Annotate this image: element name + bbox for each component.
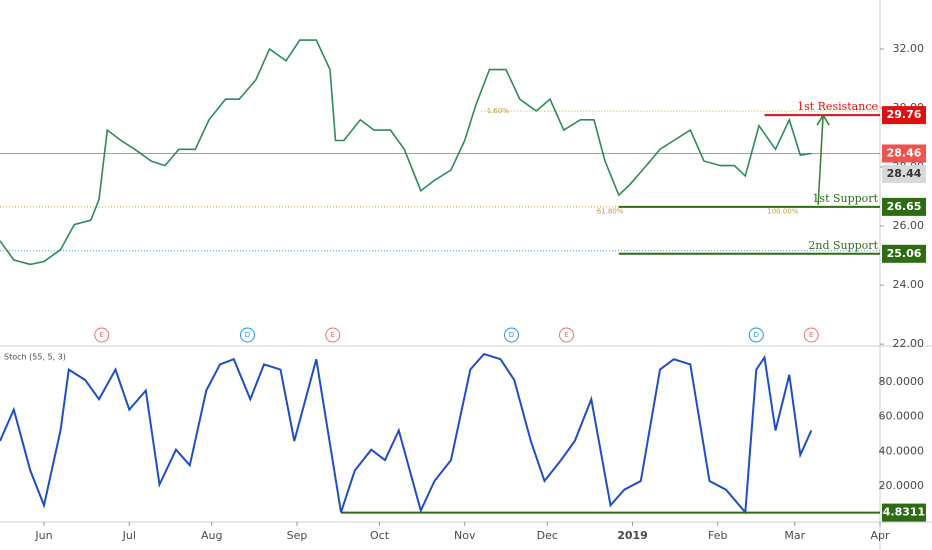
x-tick-label: Jun bbox=[34, 529, 52, 542]
fib-label: 1.60% bbox=[487, 107, 510, 115]
level-label: 2nd Support bbox=[808, 239, 878, 252]
event-label: E bbox=[564, 331, 568, 339]
event-marker bbox=[94, 327, 110, 343]
indicator-title: Stoch (55, 5, 3) bbox=[4, 353, 66, 362]
y-tick-label: 60.0000 bbox=[879, 410, 925, 423]
x-tick-label: Sep bbox=[287, 529, 308, 542]
level-label: 1st Support bbox=[812, 192, 878, 205]
series-line bbox=[0, 352, 813, 515]
level-value: 29.76 bbox=[887, 108, 922, 121]
event-marker bbox=[240, 327, 255, 343]
arrow-head bbox=[816, 113, 830, 126]
x-tick-label: Aug bbox=[201, 529, 222, 542]
x-tick-label: Apr bbox=[870, 529, 890, 542]
level-box bbox=[882, 197, 926, 216]
price-label: 28.46 bbox=[887, 146, 922, 159]
series-line bbox=[0, 39, 812, 266]
y-tick-label: 24.00 bbox=[893, 278, 925, 291]
price-label: 28.44 bbox=[887, 167, 922, 180]
event-label: E bbox=[809, 331, 813, 339]
y-tick-label: 32.00 bbox=[893, 42, 925, 55]
event-marker bbox=[325, 327, 341, 343]
level-value: 4.8311 bbox=[883, 506, 925, 519]
level-value: 25.06 bbox=[887, 247, 922, 260]
level-label: 1st Resistance bbox=[797, 100, 878, 113]
x-tick-label: 2019 bbox=[617, 529, 648, 542]
x-tick-label: Feb bbox=[708, 529, 727, 542]
y-tick-label: 80.0000 bbox=[879, 375, 925, 388]
event-marker bbox=[504, 327, 519, 343]
level-box bbox=[882, 106, 926, 125]
price-label-box bbox=[882, 144, 926, 163]
x-tick-label: Nov bbox=[454, 529, 476, 542]
fib-label: 100.00% bbox=[767, 207, 798, 215]
level-box bbox=[882, 244, 926, 263]
x-tick-label: Dec bbox=[537, 529, 558, 542]
x-tick-label: Jul bbox=[122, 529, 136, 542]
price-label-box bbox=[882, 165, 926, 184]
y-tick-label: 40.0000 bbox=[879, 444, 925, 457]
event-label: E bbox=[331, 331, 335, 339]
event-label: D bbox=[754, 331, 759, 339]
y-tick-label: 22.00 bbox=[893, 337, 925, 350]
y-tick-label: 20.0000 bbox=[879, 479, 925, 492]
level-box bbox=[882, 503, 926, 522]
event-marker bbox=[748, 327, 764, 343]
fib-label: 61.80% bbox=[597, 207, 624, 215]
arrow-shaft bbox=[817, 115, 824, 205]
x-tick-label: Oct bbox=[370, 529, 390, 542]
event-marker bbox=[559, 327, 574, 343]
event-label: D bbox=[245, 331, 250, 339]
x-tick-label: Mar bbox=[784, 529, 805, 542]
event-marker bbox=[803, 327, 819, 343]
level-value: 26.65 bbox=[887, 200, 922, 213]
event-label: E bbox=[100, 331, 104, 339]
y-tick-label: 26.00 bbox=[893, 219, 925, 232]
event-label: D bbox=[509, 331, 514, 339]
